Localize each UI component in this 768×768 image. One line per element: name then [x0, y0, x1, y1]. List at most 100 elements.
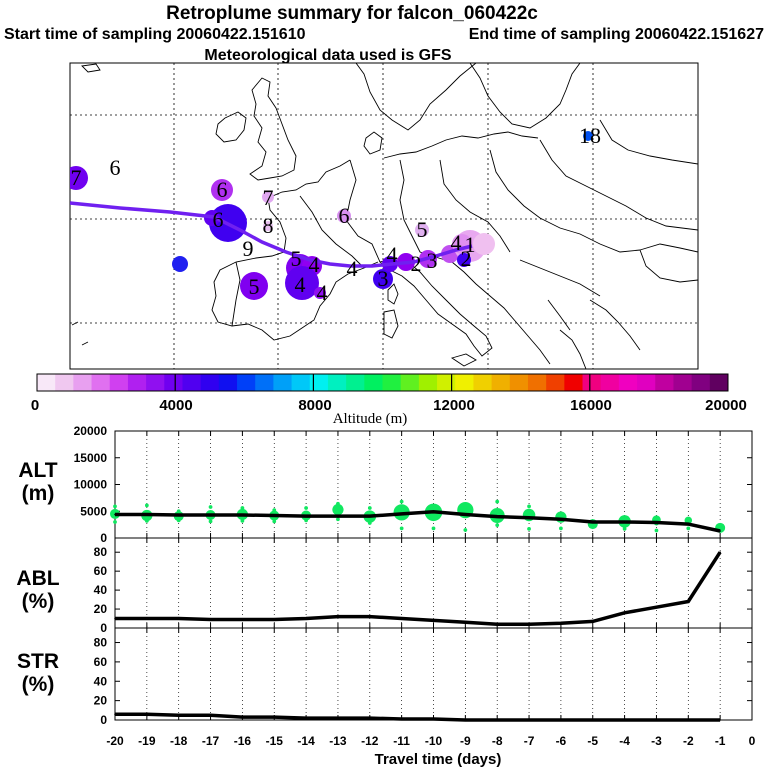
series-point [464, 719, 467, 721]
alt-scatter-point [113, 504, 117, 509]
figure-title: Retroplume summary for falcon_060422c [166, 3, 538, 24]
series-point [496, 515, 499, 518]
alt-panel-unit: (m) [22, 482, 55, 505]
series-point [591, 719, 594, 721]
colorbar-swatch [600, 374, 620, 391]
series-point [177, 714, 180, 716]
plume-circle [457, 253, 471, 267]
abl-panel: 0 20 40 60 80 [94, 537, 753, 635]
colorbar-tick-labels: 0 4000 8000 12000 16000 20000 [31, 397, 747, 414]
x-tick-label: -2 [683, 734, 694, 748]
alt-scatter-point [367, 521, 372, 525]
day-label-5: 5 [249, 274, 260, 299]
alt-scatter-point [495, 499, 500, 504]
series-point [432, 619, 435, 622]
plume-circle [314, 287, 326, 299]
x-tick-label: -15 [266, 734, 284, 748]
y-tick-label: 40 [94, 583, 108, 597]
colorbar-swatch [400, 374, 420, 391]
colorbar-swatch [255, 374, 274, 391]
series-point [528, 516, 530, 519]
map-content: 7 6 6 7 6 8 6 5 9 5 4 4 4 5 4 3 4 2 3 4 [70, 63, 698, 369]
day-label-4: 4 [451, 230, 462, 255]
colorbar-tick: 12000 [433, 397, 475, 414]
x-tick-label: -8 [492, 734, 503, 748]
altitude-colorbar [36, 373, 729, 392]
series-point [719, 530, 721, 532]
series-point [337, 515, 339, 517]
colorbar-swatch [673, 374, 693, 391]
str-panel-unit: (%) [22, 673, 55, 696]
x-tick-label: -18 [170, 734, 188, 748]
colorbar-swatch [382, 374, 402, 391]
series-point [177, 514, 180, 516]
series-point [400, 718, 403, 720]
colorbar-swatch [527, 374, 547, 391]
x-tick-label: -5 [587, 734, 598, 748]
series-line [115, 551, 722, 626]
alt-scatter-point [240, 519, 245, 523]
series-point [591, 521, 594, 523]
colorbar-swatch [709, 374, 729, 391]
series-point [560, 622, 562, 625]
colorbar-tick: 4000 [159, 397, 192, 414]
x-tick-label: -13 [329, 734, 347, 748]
series-point [241, 716, 244, 718]
series-point [146, 513, 148, 516]
colorbar-swatch [182, 374, 202, 391]
series-point [305, 717, 307, 719]
x-tick-label: -19 [138, 734, 156, 748]
x-tick-label: -4 [619, 734, 630, 748]
plume-circle [583, 131, 593, 141]
x-tick-label: -1 [715, 734, 726, 748]
series-point [209, 618, 212, 621]
colorbar-swatch [346, 374, 365, 391]
colorbar-swatch [146, 374, 165, 391]
colorbar-tick: 0 [31, 397, 39, 414]
x-tick-label: 0 [749, 734, 756, 748]
series-point [432, 510, 435, 513]
colorbar-swatch [582, 374, 602, 391]
y-tick-label: 0 [100, 713, 107, 727]
day-label-1: 1 [465, 232, 476, 257]
x-tick-label: -12 [361, 734, 379, 748]
day-label-4: 4 [317, 280, 328, 305]
alt-scatter-point [176, 518, 181, 523]
series-point [560, 719, 562, 721]
series-point [655, 719, 658, 721]
series-point [655, 606, 658, 608]
colorbar-swatch [91, 374, 111, 391]
alt-scatter-point [463, 528, 468, 532]
series-point [369, 515, 371, 517]
series-line [115, 712, 721, 722]
series-point [369, 717, 371, 719]
y-tick-label: 80 [94, 545, 108, 559]
colorbar-swatch [364, 374, 383, 391]
day-label-4: 4 [295, 272, 306, 297]
series-point [400, 513, 403, 515]
y-tick-label: 20000 [74, 424, 108, 438]
plume-circle [262, 191, 274, 203]
series-point [528, 623, 530, 626]
series-point [560, 518, 562, 521]
colorbar-swatch [37, 374, 56, 391]
colorbar-swatch [455, 374, 474, 391]
alt-scatter-point [684, 516, 693, 525]
x-tick-label: -9 [460, 734, 471, 748]
series-point [337, 717, 339, 719]
series-point [687, 719, 690, 721]
series-point [528, 719, 530, 721]
series-point [114, 513, 116, 516]
colorbar-swatch [437, 374, 456, 391]
series-point [464, 621, 467, 624]
colorbar-swatch [655, 374, 674, 391]
colorbar-swatch [546, 374, 565, 391]
x-tick-label: -3 [651, 734, 662, 748]
day-label-2: 2 [461, 246, 472, 271]
alt-scatter-point [559, 526, 563, 531]
series-point [337, 615, 339, 618]
colorbar-label: Altitude (m) [333, 411, 408, 427]
colorbar-tick: 8000 [298, 397, 331, 414]
end-time-label: End time of sampling 20060422.151627 [469, 26, 764, 43]
